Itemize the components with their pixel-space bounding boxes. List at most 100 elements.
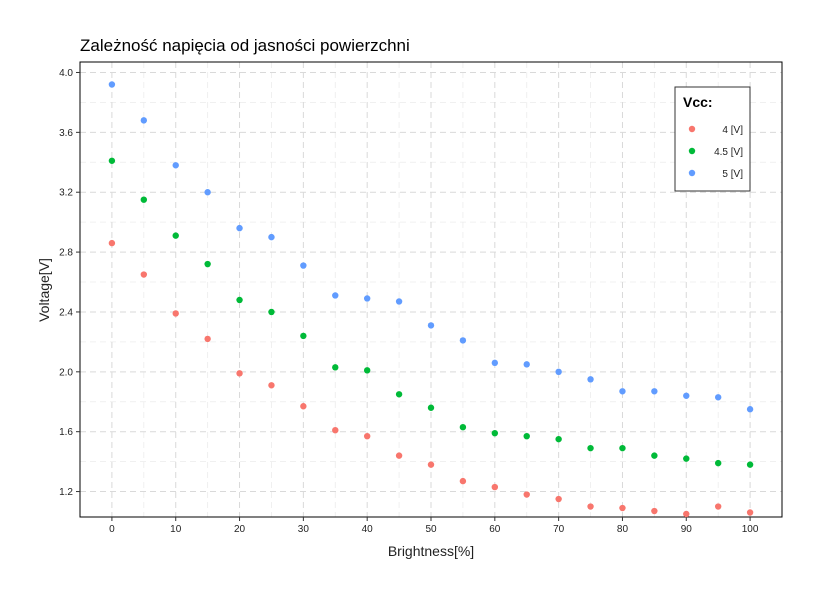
data-point	[204, 260, 211, 268]
data-point	[683, 455, 690, 462]
data-point	[172, 310, 179, 317]
data-point	[459, 477, 467, 485]
series-3	[108, 81, 754, 413]
data-point	[108, 157, 116, 164]
x-tick-label: 20	[234, 524, 246, 535]
legend-title: Vcc:	[683, 94, 713, 110]
data-point	[363, 367, 371, 374]
x-axis-title: Brightness[%]	[388, 543, 474, 559]
data-point	[363, 432, 371, 440]
x-tick-label: 80	[617, 524, 629, 535]
data-point	[332, 364, 339, 371]
data-point	[651, 452, 658, 459]
x-tick-label: 10	[170, 524, 182, 535]
y-tick-label: 2.0	[59, 367, 73, 378]
data-point	[523, 432, 530, 440]
x-tick-label: 50	[425, 524, 437, 535]
data-point	[204, 335, 211, 343]
series-1	[108, 239, 754, 518]
data-point	[236, 296, 243, 304]
legend-items: 4 [V] 4.5 [V] 5 [V]	[688, 125, 743, 180]
x-tick-label: 70	[553, 524, 565, 535]
data-point	[140, 196, 148, 203]
y-tick-label: 3.2	[59, 188, 73, 199]
data-point	[683, 392, 690, 399]
data-point	[395, 298, 403, 305]
data-point	[587, 444, 594, 452]
chart-title: Zależność napięcia od jasności powierzch…	[80, 36, 410, 55]
legend-marker	[688, 147, 696, 155]
x-tick-label: 40	[362, 524, 374, 535]
data-point	[204, 189, 211, 196]
x-tick-label: 0	[109, 524, 115, 535]
axes: 0 10 20 30 40 50 60 70 80 90 100 1.2 1.6 2.0 2.4 2.8 3.2…	[59, 68, 759, 535]
data-point	[427, 322, 435, 329]
data-point	[746, 406, 754, 413]
data-point	[651, 388, 658, 395]
data-point	[523, 491, 530, 498]
data-point	[555, 368, 562, 376]
data-point	[491, 429, 499, 437]
x-tick-label: 90	[681, 524, 693, 535]
legend-marker	[688, 125, 696, 133]
legend-marker	[688, 169, 696, 177]
legend: Vcc: 4 [V] 4.5 [V] 5 [V]	[674, 86, 751, 192]
data-point	[427, 404, 435, 411]
data-point	[363, 295, 371, 302]
data-point	[619, 388, 626, 395]
data-point	[714, 459, 722, 467]
data-points	[108, 81, 754, 518]
data-point	[587, 376, 594, 383]
data-point	[140, 117, 148, 124]
y-axis-title: Voltage[V]	[36, 258, 52, 322]
data-point	[619, 504, 626, 512]
data-point	[427, 461, 435, 468]
y-tick-label: 1.2	[59, 487, 73, 498]
legend-box	[674, 86, 751, 192]
series-2	[108, 157, 754, 468]
data-point	[108, 81, 116, 88]
data-point	[236, 224, 243, 232]
y-tick-label: 3.6	[59, 128, 73, 139]
y-tick-label: 2.4	[59, 307, 73, 318]
data-point	[555, 495, 562, 503]
data-point	[619, 444, 626, 452]
data-point	[395, 391, 403, 398]
data-point	[268, 233, 275, 241]
data-point	[300, 403, 307, 410]
data-point	[300, 262, 307, 269]
data-point	[459, 337, 467, 344]
data-point	[746, 461, 754, 468]
data-point	[523, 361, 530, 368]
y-tick-label: 4.0	[59, 68, 73, 79]
x-tick-label: 100	[742, 524, 759, 535]
data-point	[587, 503, 594, 510]
data-point	[268, 308, 275, 316]
data-point	[268, 382, 275, 389]
y-tick-label: 1.6	[59, 427, 73, 438]
x-tick-label: 30	[298, 524, 310, 535]
data-point	[555, 435, 562, 443]
data-point	[491, 483, 499, 491]
data-point	[300, 332, 307, 340]
data-point	[746, 509, 754, 516]
legend-label: 4 [V]	[722, 125, 743, 136]
y-tick-label: 2.8	[59, 248, 73, 259]
data-point	[395, 452, 403, 459]
data-point	[172, 232, 179, 239]
data-point	[332, 292, 339, 299]
data-point	[651, 507, 658, 515]
data-point	[236, 370, 243, 377]
legend-label: 5 [V]	[722, 169, 743, 180]
data-point	[332, 426, 339, 434]
data-point	[714, 394, 722, 401]
data-point	[108, 239, 116, 247]
legend-label: 4.5 [V]	[714, 147, 743, 158]
data-point	[140, 271, 148, 278]
data-point	[714, 503, 722, 510]
data-point	[459, 423, 467, 431]
x-tick-label: 60	[489, 524, 501, 535]
data-point	[491, 359, 499, 367]
data-point	[172, 162, 179, 169]
